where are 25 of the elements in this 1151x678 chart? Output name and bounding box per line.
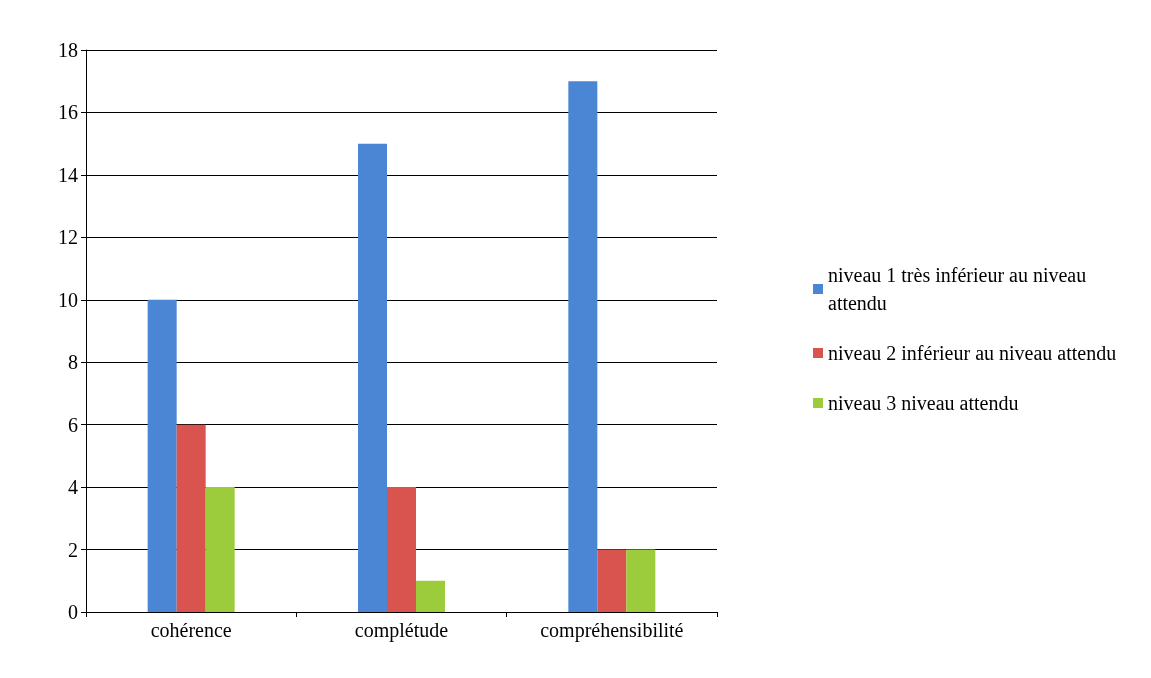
y-tick-label: 2 — [68, 538, 78, 561]
bar — [176, 424, 206, 612]
y-tick-label: 18 — [58, 39, 78, 61]
legend-label: niveau 3 niveau attendu — [828, 392, 1019, 414]
y-tick-label: 16 — [58, 101, 78, 124]
bar — [358, 143, 387, 612]
x-tick-label: compréhensibilité — [540, 619, 684, 642]
y-tick-label: 8 — [68, 351, 78, 374]
y-tick-label: 14 — [58, 163, 78, 186]
y-tick-label: 10 — [58, 288, 78, 311]
bar — [416, 580, 445, 612]
bar — [626, 549, 656, 612]
bar — [597, 549, 627, 612]
y-tick-label: 4 — [68, 476, 78, 499]
legend-label: niveau 1 très inférieur au niveau attendu — [828, 264, 1092, 314]
y-tick-label: 12 — [58, 226, 78, 249]
x-tick-label: cohérence — [150, 619, 232, 641]
x-tick-label: complétude — [354, 619, 449, 642]
legend-label: niveau 2 inférieur au niveau attendu — [828, 342, 1117, 364]
y-tick-label: 0 — [68, 601, 78, 623]
bar — [147, 299, 177, 612]
bar — [205, 487, 235, 612]
bar — [387, 487, 416, 612]
y-tick-label: 6 — [68, 413, 78, 436]
bar — [568, 81, 598, 612]
